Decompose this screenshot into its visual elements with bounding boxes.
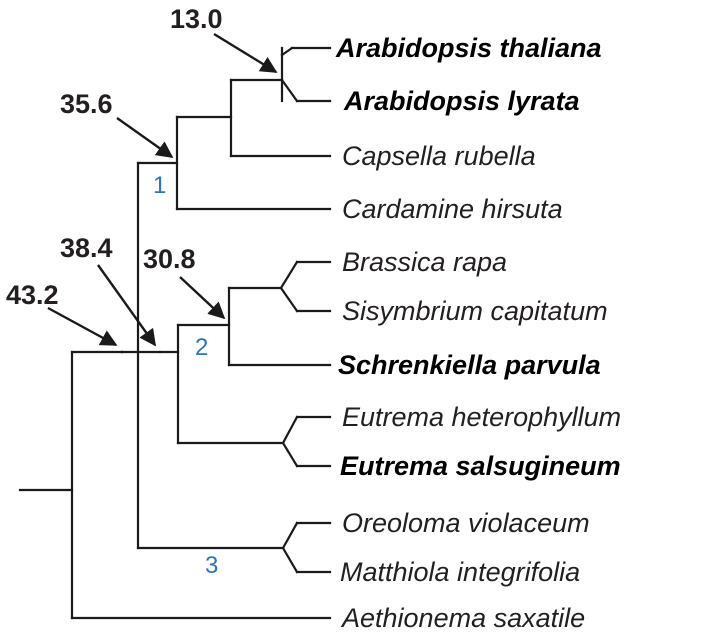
arrow-43-2 — [47, 306, 118, 347]
age-root-crown: 43.2 — [6, 280, 59, 310]
taxon-label: Arabidopsis thaliana — [335, 33, 602, 63]
branch-to-matthiola-d — [281, 546, 299, 574]
age-arabidopsis: 13.0 — [170, 4, 223, 34]
node-numbers: 1 2 3 — [153, 172, 218, 579]
taxon-label: Aethionema saxatile — [340, 603, 585, 633]
branch-to-e-salsugineum-d — [281, 441, 299, 468]
branch-to-brassica-d — [279, 260, 299, 290]
node-number-2: 2 — [195, 334, 208, 361]
taxon-label: Schrenkiella parvula — [338, 350, 601, 380]
age-lineage-split: 38.4 — [60, 233, 113, 263]
arrow-13-0 — [213, 32, 278, 74]
taxon-labels: Arabidopsis thaliana Arabidopsis lyrata … — [335, 33, 621, 633]
branch-to-oreoloma-d — [281, 521, 299, 550]
taxon-label: Brassica rapa — [342, 247, 507, 277]
age-arrows — [47, 32, 278, 347]
branches — [18, 46, 332, 620]
branch-to-a-thaliana — [280, 46, 294, 57]
arrow-38-4 — [97, 264, 156, 347]
taxon-label: Arabidopsis lyrata — [343, 86, 580, 116]
taxon-label: Eutrema heterophyllum — [342, 402, 621, 432]
taxon-label: Cardamine hirsuta — [342, 194, 563, 224]
node-number-1: 1 — [153, 172, 166, 199]
arrow-30-8 — [179, 276, 226, 320]
age-node2: 30.8 — [143, 244, 196, 274]
taxon-label: Sisymbrium capitatum — [342, 296, 608, 326]
taxon-label: Eutrema salsugineum — [340, 451, 621, 481]
taxon-label: Capsella rubella — [342, 141, 536, 171]
taxon-label: Matthiola integrifolia — [340, 557, 580, 587]
taxon-label: Oreoloma violaceum — [342, 508, 590, 538]
node-number-3: 3 — [205, 552, 218, 579]
age-labels: 13.0 35.6 30.8 38.4 43.2 — [6, 4, 223, 310]
branch-to-a-lyrata-d — [280, 78, 299, 103]
branch-to-sisymbrium-d — [279, 286, 299, 313]
arrow-35-6 — [116, 117, 174, 158]
branch-to-e-heterophyllum-d — [281, 415, 299, 445]
age-node1: 35.6 — [60, 89, 113, 119]
